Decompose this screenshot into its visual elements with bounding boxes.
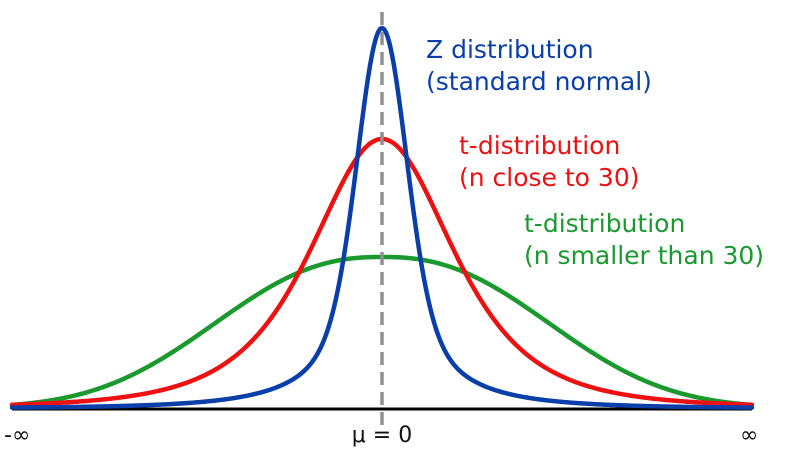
t-close-label-line2: (n close to 30) bbox=[459, 163, 640, 192]
t-small-label-line2: (n smaller than 30) bbox=[524, 241, 764, 270]
right-infinity-label: ∞ bbox=[740, 423, 758, 448]
mean-label: μ = 0 bbox=[352, 423, 412, 448]
t-small-label: t-distribution (n smaller than 30) bbox=[524, 209, 764, 270]
t-close-label-line1: t-distribution bbox=[459, 131, 620, 160]
z-distribution-curve bbox=[9, 25, 755, 410]
t-small-label-line1: t-distribution bbox=[524, 209, 685, 238]
t-close-label: t-distribution (n close to 30) bbox=[459, 131, 640, 192]
z-distribution-label: Z distribution (standard normal) bbox=[426, 35, 652, 96]
z-label-line1: Z distribution bbox=[426, 35, 594, 64]
left-infinity-label: -∞ bbox=[4, 423, 30, 448]
z-label-line2: (standard normal) bbox=[426, 67, 652, 96]
